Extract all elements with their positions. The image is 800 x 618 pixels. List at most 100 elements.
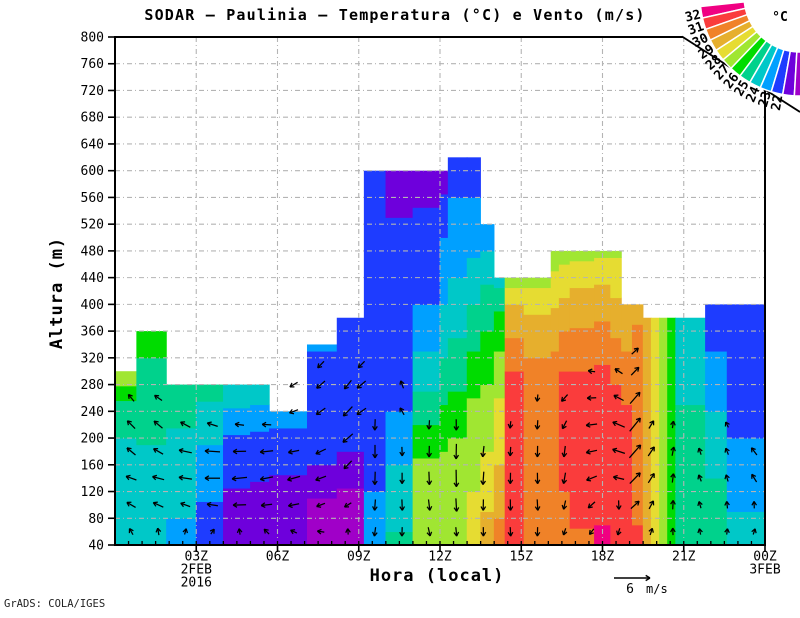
temp-band-22-23 <box>250 431 270 482</box>
x-tick-label: 06Z <box>266 550 290 565</box>
temp-band-28-29 <box>650 317 660 546</box>
temp-band-26-27 <box>412 424 441 459</box>
grid-lines <box>115 37 765 545</box>
temp-band-27-28 <box>466 397 481 492</box>
temp-band-26-27 <box>667 317 676 546</box>
y-tick-label: 560 <box>81 191 104 206</box>
temp-band-30-31 <box>569 528 595 546</box>
temp-band-27-28 <box>558 250 571 265</box>
temp-band-31-32 <box>594 364 611 526</box>
temp-band-25-26 <box>114 400 137 439</box>
temp-band-28-29 <box>493 397 506 466</box>
wind-scale: 6 m/s <box>614 574 668 597</box>
temp-band-23-24 <box>466 197 481 258</box>
temp-band-22-23 <box>306 351 338 466</box>
temp-band-25-26 <box>447 337 468 392</box>
temp-band-22-23 <box>269 428 308 476</box>
temp-band-29-30 <box>504 304 525 339</box>
temp-band-26-27 <box>447 391 468 439</box>
legend-fan-wedge-<21 <box>793 51 800 97</box>
temp-band-23-24 <box>195 444 224 502</box>
temp-band-21-22 <box>439 170 449 195</box>
temp-band-26-27 <box>136 331 167 359</box>
temp-band-30-31 <box>550 351 560 546</box>
temp-band-22-23 <box>385 217 414 412</box>
y-tick-label: 80 <box>88 512 104 527</box>
legend-boundary-label: 29 <box>696 42 717 63</box>
temp-band-31-32 <box>558 371 571 492</box>
x-tick-label: 15Z <box>510 550 534 565</box>
temp-band-27-28 <box>114 371 137 387</box>
temp-band-24-25 <box>439 304 449 359</box>
y-tick-label: 480 <box>81 244 104 259</box>
y-tick-label: 600 <box>81 164 104 179</box>
temp-band-23-24 <box>480 224 495 252</box>
legend-boundary-label: 30 <box>690 31 711 51</box>
temp-band-29-30 <box>642 317 652 546</box>
temp-band-31-32 <box>631 524 644 546</box>
temp-band-21-22 <box>336 451 365 489</box>
temp-band-29-30 <box>569 287 595 329</box>
temp-band-30-31 <box>631 324 644 526</box>
y-tick-label: 720 <box>81 84 104 99</box>
temp-band-31-32 <box>621 404 633 546</box>
temp-band-30-31 <box>594 321 611 365</box>
wind-scale-value: 6 <box>626 582 634 597</box>
temp-band-22-23 <box>439 194 449 238</box>
temp-band-24-25 <box>726 511 766 546</box>
temp-band-25-26 <box>166 384 197 429</box>
temp-band-<21 <box>336 488 365 546</box>
chart-title: SODAR – Paulinia – Temperatura (°C) e Ve… <box>144 6 646 24</box>
legend-boundary-label: 31 <box>686 19 706 38</box>
temp-band-22-23 <box>466 157 481 198</box>
temp-band-22-23 <box>223 434 251 489</box>
temp-band-22-23 <box>195 501 224 546</box>
temp-band-29-30 <box>631 304 644 325</box>
x-tick-label: 00Z <box>753 550 777 565</box>
temp-band-21-22 <box>412 170 441 208</box>
x-tick-date-label: 2FEB <box>181 563 212 578</box>
temp-band-29-30 <box>523 314 552 359</box>
temp-band-27-28 <box>569 250 595 262</box>
temp-band-28-29 <box>558 264 571 299</box>
legend-boundary-label: 25 <box>732 78 753 99</box>
temp-band-23-24 <box>306 344 338 352</box>
temp-band-27-28 <box>493 351 506 399</box>
temp-band-28-29 <box>480 451 495 512</box>
y-tick-label: 640 <box>81 137 104 152</box>
x-tick-label: 18Z <box>591 550 615 565</box>
temp-band-24-25 <box>223 384 251 409</box>
y-tick-label: 280 <box>81 378 104 393</box>
y-tick-label: 240 <box>81 405 104 420</box>
temp-band-30-31 <box>569 327 595 372</box>
temp-band-21-22 <box>385 170 414 218</box>
y-tick-label: 40 <box>88 539 104 554</box>
temp-band-31-32 <box>504 371 525 546</box>
temp-band-21-22 <box>269 474 308 546</box>
x-tick-label: 03Z <box>185 550 209 565</box>
temp-band-24-25 <box>705 411 728 479</box>
temp-band-23-24 <box>223 407 251 436</box>
x-tick-date-label: 2016 <box>181 576 212 591</box>
temp-band-29-30 <box>480 511 495 546</box>
temp-band-26-27 <box>466 351 481 399</box>
legend-boundary-label: 22 <box>769 94 786 112</box>
temp-band-25-26 <box>466 304 481 352</box>
y-tick-label: 120 <box>81 485 104 500</box>
temp-band-26-27 <box>114 385 137 402</box>
temp-band-29-30 <box>610 297 622 339</box>
temp-band-30-31 <box>558 331 571 372</box>
y-tick-label: 440 <box>81 271 104 286</box>
temp-band-21-22 <box>223 488 251 546</box>
x-tick-label: 12Z <box>428 550 452 565</box>
temp-band-22-23 <box>412 207 441 305</box>
temp-band-27-28 <box>480 384 495 452</box>
temp-band-23-24 <box>250 404 270 432</box>
wind-arrows <box>125 347 758 537</box>
legend-boundary-label: 23 <box>756 90 775 109</box>
x-tick-label: 09Z <box>347 550 371 565</box>
temp-band-29-30 <box>558 297 571 332</box>
temp-band-27-28 <box>550 250 560 272</box>
y-tick-label: 160 <box>81 458 104 473</box>
temp-band-25-26 <box>412 391 441 426</box>
